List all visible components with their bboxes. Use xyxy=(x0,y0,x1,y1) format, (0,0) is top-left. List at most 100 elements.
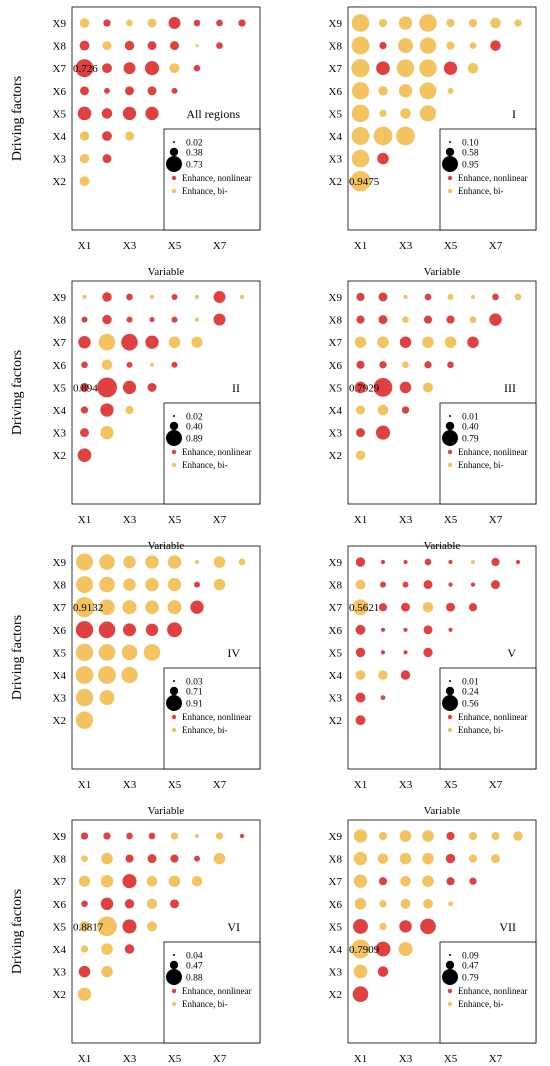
data-point xyxy=(514,19,522,27)
x-tick-label: X1 xyxy=(78,514,91,526)
data-point xyxy=(147,18,157,28)
data-point xyxy=(123,555,136,569)
data-point xyxy=(81,361,88,369)
data-point xyxy=(215,832,224,840)
max-value-label: 0.7909 xyxy=(349,944,380,956)
data-point xyxy=(422,336,434,348)
data-point xyxy=(125,131,134,141)
data-point xyxy=(403,650,408,655)
y-tick-label: X3 xyxy=(329,154,343,166)
y-tick-label: X8 xyxy=(329,854,343,866)
data-point xyxy=(423,382,433,393)
data-point xyxy=(378,877,388,886)
data-point xyxy=(423,580,433,590)
legend-size-marker xyxy=(442,156,458,172)
data-point xyxy=(97,377,117,398)
legend-type-marker xyxy=(447,449,453,455)
data-point xyxy=(170,854,179,863)
legend-size-label: 0.73 xyxy=(186,161,203,171)
legend-box xyxy=(163,128,261,231)
x-tick-label: X3 xyxy=(399,240,413,252)
legend-size-marker xyxy=(166,969,182,985)
data-point xyxy=(171,87,178,94)
legend-size-label: 0.79 xyxy=(462,435,479,445)
data-point xyxy=(351,82,370,100)
data-point xyxy=(351,14,370,32)
y-tick-label: X2 xyxy=(53,450,66,462)
data-point xyxy=(446,877,455,886)
data-point xyxy=(147,382,157,392)
data-point xyxy=(356,292,365,302)
data-point xyxy=(373,126,393,146)
y-axis-title: Driving factors xyxy=(10,889,25,974)
region-title: All regions xyxy=(186,107,240,121)
data-point xyxy=(97,916,117,937)
max-value-label: 0.7929 xyxy=(349,382,380,394)
data-point xyxy=(469,316,477,323)
data-point xyxy=(424,558,432,566)
data-point xyxy=(380,559,386,565)
legend-type-marker xyxy=(447,1001,453,1007)
data-point xyxy=(446,831,455,841)
y-tick-label: X4 xyxy=(329,405,343,417)
legend-type-label: Enhance, nonlinear xyxy=(458,447,527,457)
data-point xyxy=(354,898,367,910)
data-point xyxy=(121,333,138,351)
data-point xyxy=(423,647,433,658)
data-point xyxy=(80,832,89,840)
data-point xyxy=(213,291,226,303)
data-point xyxy=(356,360,365,369)
data-point xyxy=(350,170,371,192)
legend-type-marker xyxy=(447,714,453,720)
data-point xyxy=(122,600,137,615)
data-point xyxy=(355,624,366,635)
legend-size-label: 0.04 xyxy=(186,952,203,962)
data-point xyxy=(468,603,478,612)
data-point xyxy=(399,920,412,933)
data-point xyxy=(467,336,479,348)
data-point xyxy=(424,361,432,369)
data-point xyxy=(74,597,95,618)
legend-type-marker xyxy=(447,988,453,994)
y-tick-label: X4 xyxy=(329,670,343,682)
legend-size-marker xyxy=(442,695,458,711)
x-tick-label: X3 xyxy=(123,779,137,791)
legend-size-marker xyxy=(445,686,455,696)
x-tick-label: X5 xyxy=(444,514,458,526)
legend-size-marker xyxy=(442,969,458,985)
data-point xyxy=(101,965,113,978)
legend-size-label: 0.03 xyxy=(186,678,203,688)
y-tick-label: X5 xyxy=(329,108,343,120)
x-tick-label: X1 xyxy=(354,240,367,252)
data-point xyxy=(76,553,93,571)
data-point xyxy=(102,292,112,302)
region-title: VII xyxy=(499,920,516,934)
data-point xyxy=(80,86,89,96)
data-point xyxy=(121,666,138,684)
data-point xyxy=(122,874,137,889)
data-point xyxy=(125,854,134,863)
legend-size-label: 0.71 xyxy=(186,688,203,698)
data-point xyxy=(148,832,156,840)
legend-size-marker xyxy=(445,421,455,431)
data-point xyxy=(446,315,455,324)
data-point xyxy=(419,37,437,54)
data-point xyxy=(167,555,182,569)
y-tick-label: X9 xyxy=(53,831,67,843)
data-point xyxy=(77,448,92,463)
max-value-label: 0.8817 xyxy=(73,921,104,933)
data-point xyxy=(353,918,368,934)
data-point xyxy=(99,554,115,570)
y-tick-label: X3 xyxy=(53,967,67,979)
y-tick-label: X5 xyxy=(53,647,67,659)
data-point xyxy=(422,601,434,613)
data-point xyxy=(147,41,157,51)
x-tick-label: X1 xyxy=(354,514,367,526)
data-point xyxy=(171,361,178,368)
y-tick-label: X2 xyxy=(53,176,66,188)
legend-size-label: 0.47 xyxy=(462,962,479,972)
data-point xyxy=(514,293,522,301)
data-point xyxy=(101,943,113,955)
region-title: II xyxy=(232,381,240,395)
